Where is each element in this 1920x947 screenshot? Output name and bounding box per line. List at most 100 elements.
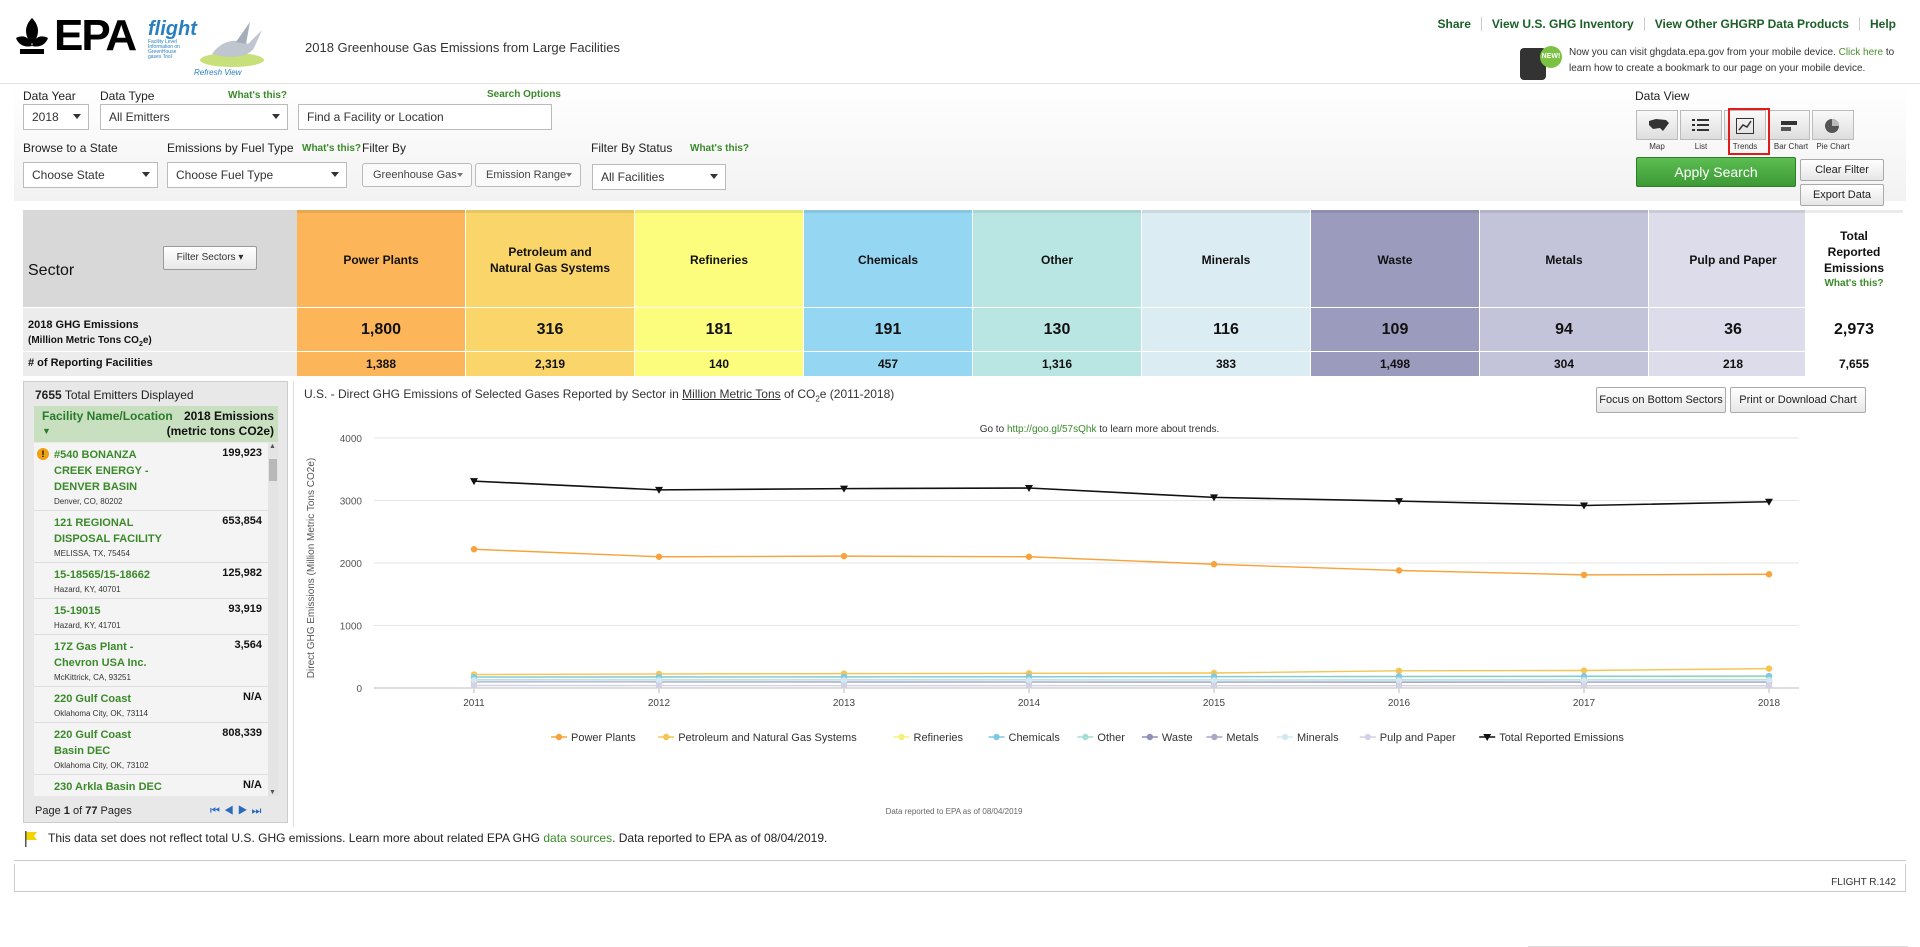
data-point: [1765, 498, 1773, 506]
y-axis-label: Direct GHG Emissions (Million Metric Ton…: [306, 458, 317, 678]
search-input[interactable]: Find a Facility or Location: [298, 104, 552, 130]
mobile-note-text: Now you can visit ghgdata.epa.gov from y…: [1569, 47, 1836, 58]
sector-name[interactable]: Power Plants: [297, 210, 465, 307]
million-metric-tons-link[interactable]: Million Metric Tons: [682, 387, 781, 401]
sector-column[interactable]: Power Plants 1,800 1,388: [297, 210, 465, 376]
flight-bird-icon: [200, 22, 264, 67]
emissions-label-line-1: 2018 GHG Emissions: [28, 319, 139, 331]
sector-name[interactable]: Petroleum and Natural Gas Systems: [466, 210, 634, 307]
data-type-select[interactable]: All Emitters: [100, 104, 288, 130]
prev-page-icon[interactable]: ◀: [223, 805, 238, 817]
data-point: [655, 677, 663, 684]
trends-view-button[interactable]: [1724, 110, 1766, 140]
help-link[interactable]: Help: [1858, 17, 1906, 31]
bar-chart-view-button[interactable]: [1768, 110, 1810, 140]
facility-location: McKittrick, CA, 93251: [54, 673, 131, 682]
fuel-type-whats-this[interactable]: What's this?: [302, 143, 362, 154]
epa-logo[interactable]: EPA: [14, 14, 142, 58]
next-page-icon[interactable]: ▶: [237, 805, 252, 817]
pie-chart-view-button[interactable]: [1812, 110, 1854, 140]
facility-list-item[interactable]: 15-19015 93,919 Hazard, KY, 41701: [34, 599, 268, 635]
export-data-button[interactable]: Export Data: [1800, 184, 1884, 206]
sector-name[interactable]: Refineries: [635, 210, 803, 307]
sector-column[interactable]: Other 130 1,316: [973, 210, 1141, 376]
series-line: [473, 480, 1770, 507]
legend-label: Chemicals: [1009, 732, 1061, 744]
greenhouse-gas-dropdown[interactable]: Greenhouse Gas: [362, 163, 472, 187]
sector-column[interactable]: Waste 109 1,498: [1311, 210, 1479, 376]
scroll-thumb[interactable]: [269, 459, 277, 481]
data-point: [1210, 677, 1218, 684]
emissions-row-label: 2018 GHG Emissions (Million Metric Tons …: [28, 318, 152, 352]
facility-name-link[interactable]: 121 REGIONAL DISPOSAL FACILITY: [54, 517, 162, 545]
facilities-label-cell: [23, 352, 297, 376]
emissions-column-header[interactable]: 2018 Emissions (metric tons CO2e): [166, 409, 274, 438]
status-select[interactable]: All Facilities: [592, 164, 726, 190]
facility-name-link[interactable]: 15-19015: [54, 605, 101, 617]
y-tick-label: 4000: [340, 434, 363, 445]
last-page-icon[interactable]: ⏭: [251, 805, 266, 817]
facility-name-link[interactable]: 17Z Gas Plant - Chevron USA Inc.: [54, 641, 147, 669]
flight-logo[interactable]: flight Facility Level Information on Gre…: [146, 18, 286, 77]
facility-name-link[interactable]: 230 Arkla Basin DEC: [54, 781, 162, 793]
facility-list-item[interactable]: 17Z Gas Plant - Chevron USA Inc. 3,564 McK…: [34, 635, 268, 687]
emission-range-dropdown[interactable]: Emission Range: [475, 163, 581, 187]
mobile-click-here-link[interactable]: Click here: [1838, 47, 1884, 58]
facility-list-item[interactable]: 15-18565/15-18662 125,982 Hazard, KY, 4070…: [34, 563, 268, 599]
scroll-up-icon[interactable]: ▲: [269, 443, 276, 450]
sector-column[interactable]: Metals 94 304: [1480, 210, 1648, 376]
legend-label: Total Reported Emissions: [1499, 732, 1624, 744]
facility-list-item[interactable]: 220 Gulf Coast Basin DEC 808,339 Oklahoma …: [34, 723, 268, 775]
facility-list-item[interactable]: 220 Gulf Coast N/A Oklahoma City, OK, 7311…: [34, 687, 268, 723]
facility-list-scrollbar[interactable]: ▲ ▼: [268, 443, 278, 796]
trends-link[interactable]: http://goo.gl/57sQhk: [1006, 424, 1097, 435]
print-download-chart-button[interactable]: Print or Download Chart: [1730, 387, 1866, 413]
ghg-inventory-link[interactable]: View U.S. GHG Inventory: [1480, 17, 1644, 31]
map-view-button[interactable]: [1636, 110, 1678, 140]
search-options-link[interactable]: Search Options: [487, 89, 561, 100]
total-whats-this[interactable]: What's this?: [1824, 278, 1884, 289]
sector-name[interactable]: Chemicals: [804, 210, 972, 307]
data-point: [1580, 571, 1588, 579]
clear-filter-button[interactable]: Clear Filter: [1800, 159, 1884, 181]
filter-sectors-button[interactable]: Filter Sectors ▾: [163, 246, 257, 270]
first-page-icon[interactable]: ⏮: [210, 805, 224, 817]
sector-name[interactable]: Other: [973, 210, 1141, 307]
sector-name[interactable]: Waste: [1311, 210, 1479, 307]
facility-list-item[interactable]: 121 REGIONAL DISPOSAL FACILITY 653,854 MEL…: [34, 511, 268, 563]
facility-name-link[interactable]: #540 BONANZA CREEK ENERGY - DENVER BASIN: [54, 449, 149, 493]
series-line: [473, 548, 1770, 576]
other-products-link[interactable]: View Other GHGRP Data Products: [1643, 17, 1859, 31]
sector-name[interactable]: Pulp and Paper: [1649, 210, 1817, 307]
sector-table: Sector Filter Sectors ▾ 2018 GHG Emissio…: [23, 210, 1903, 376]
sector-column[interactable]: Minerals 116 383: [1142, 210, 1310, 376]
facility-name-link[interactable]: 220 Gulf Coast: [54, 693, 132, 705]
focus-bottom-sectors-button[interactable]: Focus on Bottom Sectors: [1596, 387, 1726, 413]
refresh-view-link[interactable]: Refresh View: [194, 68, 242, 77]
facility-name-column-header[interactable]: Facility Name/Location ▼: [42, 409, 173, 436]
facility-list-item[interactable]: ! #540 BONANZA CREEK ENERGY - DENVER BASI…: [34, 443, 268, 511]
state-select[interactable]: Choose State: [23, 162, 158, 188]
sector-column[interactable]: Petroleum and Natural Gas Systems 316 2,31…: [466, 210, 634, 376]
mobile-note: Now you can visit ghgdata.epa.gov from y…: [1569, 45, 1909, 77]
facility-name-link[interactable]: 220 Gulf Coast Basin DEC: [54, 729, 132, 757]
fuel-type-select[interactable]: Choose Fuel Type: [167, 162, 347, 188]
sector-column[interactable]: Chemicals 191 457: [804, 210, 972, 376]
status-whats-this[interactable]: What's this?: [690, 143, 750, 154]
share-link[interactable]: Share: [1437, 17, 1471, 31]
data-point: [1765, 665, 1773, 672]
apply-search-button[interactable]: Apply Search: [1636, 157, 1796, 187]
trends-chart-panel: U.S. - Direct GHG Emissions of Selected …: [293, 381, 1904, 827]
sector-column[interactable]: Pulp and Paper 36 218: [1649, 210, 1817, 376]
data-year-select[interactable]: 2018: [23, 104, 89, 130]
list-view-button[interactable]: [1680, 110, 1722, 140]
facility-name-link[interactable]: 15-18565/15-18662: [54, 569, 151, 581]
data-type-whats-this[interactable]: What's this?: [228, 90, 288, 101]
sector-name[interactable]: Metals: [1480, 210, 1648, 307]
data-sources-link[interactable]: data sources: [543, 831, 613, 845]
facility-emissions: 199,923: [222, 447, 262, 459]
sector-name[interactable]: Minerals: [1142, 210, 1310, 307]
sector-column[interactable]: Refineries 181 140: [635, 210, 803, 376]
scroll-down-icon[interactable]: ▼: [269, 789, 276, 796]
